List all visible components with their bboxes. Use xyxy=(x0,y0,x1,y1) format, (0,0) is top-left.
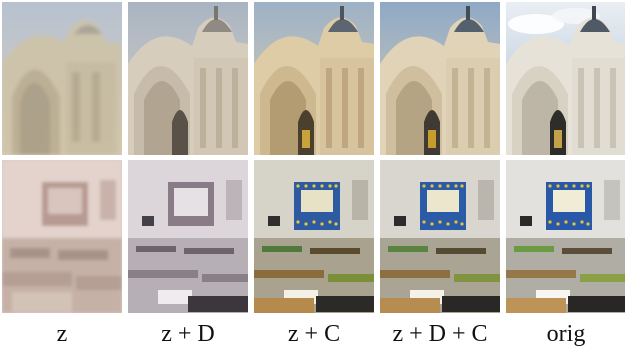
classroom-image-z xyxy=(2,160,122,313)
building-image-zc xyxy=(254,2,374,155)
building-image-orig xyxy=(506,2,625,155)
tile-classroom-orig xyxy=(506,160,625,313)
tile-building-orig xyxy=(506,2,625,155)
building-image-z xyxy=(2,2,122,155)
tile-classroom-zdc xyxy=(380,160,500,313)
tile-building-zdc xyxy=(380,2,500,155)
column-label-orig: orig xyxy=(546,321,586,347)
tile-building-zc xyxy=(254,2,374,155)
classroom-image-zc xyxy=(254,160,374,313)
column-label-zdc: z + D + C xyxy=(392,321,488,347)
column-label-zc: z + C xyxy=(287,321,341,347)
classroom-image-zdc xyxy=(380,160,500,313)
building-image-zdc xyxy=(380,2,500,155)
classroom-image-orig xyxy=(506,160,625,313)
tile-building-z xyxy=(2,2,122,155)
classroom-image-zd xyxy=(128,160,248,313)
tile-classroom-z xyxy=(2,160,122,313)
tile-classroom-zc xyxy=(254,160,374,313)
column-label-z: z xyxy=(56,321,68,347)
building-image-zd xyxy=(128,2,248,155)
column-label-zd: z + D xyxy=(161,321,215,347)
tile-classroom-zd xyxy=(128,160,248,313)
tile-building-zd xyxy=(128,2,248,155)
